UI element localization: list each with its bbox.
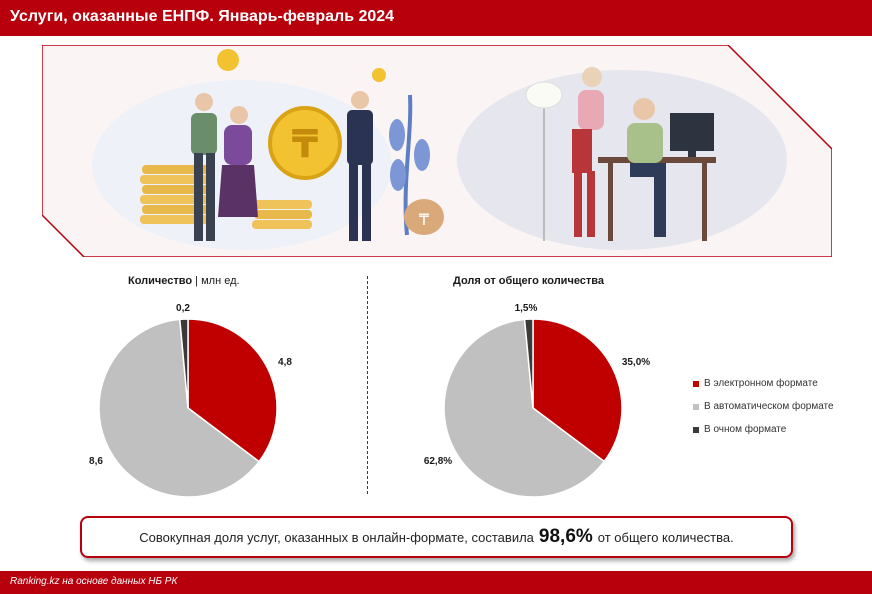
legend-label-electronic: В электронном формате xyxy=(704,378,818,389)
legend-label-automatic: В автоматическом формате xyxy=(704,401,834,412)
banner-illustration: ₸ ₸ xyxy=(42,45,832,257)
legend-item-automatic: В автоматическом формате xyxy=(693,401,834,412)
data-label-automatic: 62,8% xyxy=(424,456,452,467)
legend-item-in-person: В очном формате xyxy=(693,424,834,435)
summary-note-suffix: от общего количества. xyxy=(597,529,734,545)
svg-text:₸: ₸ xyxy=(419,210,430,229)
pie-slice-in-person xyxy=(523,318,534,409)
legend-item-electronic: В электронном формате xyxy=(693,378,834,389)
chart1-title-text: Количество xyxy=(128,275,193,287)
businessman-icon xyxy=(347,91,373,241)
elderly-couple-icon xyxy=(191,93,258,241)
legend-swatch-automatic xyxy=(693,403,699,410)
data-label-electronic: 4,8 xyxy=(278,357,292,368)
summary-note-prefix: Совокупная доля услуг, оказанных в онлай… xyxy=(139,529,534,545)
lamp-icon xyxy=(525,81,563,109)
legend-label-in-person: В очном формате xyxy=(704,424,787,435)
chart1-title-separator: | xyxy=(195,275,202,287)
small-coin-icon-2 xyxy=(372,68,386,82)
page-title: Услуги, оказанные ЕНПФ. Январь-февраль 2… xyxy=(10,8,395,25)
summary-note-value: 98,6% xyxy=(538,526,593,547)
tenge-coin-icon xyxy=(268,106,342,180)
data-label-electronic: 35,0% xyxy=(622,357,650,368)
money-bag-icon xyxy=(404,199,444,235)
pie-slice-electronic xyxy=(187,318,278,463)
chart2-title: Доля от общего количества xyxy=(453,275,605,287)
data-label-in-person: 0,2 xyxy=(176,303,190,314)
legend: В электронном формате В автоматическом ф… xyxy=(693,378,834,447)
small-coin-icon xyxy=(217,49,239,71)
source-note: Ranking.kz на основе данных НБ РК xyxy=(10,576,178,587)
pie-slice-in-person xyxy=(178,318,189,409)
chart-divider xyxy=(367,276,368,494)
data-label-automatic: 8,6 xyxy=(89,456,103,467)
data-label-in-person: 1,5% xyxy=(515,303,538,314)
legend-swatch-in-person xyxy=(693,426,699,433)
summary-note: Совокупная доля услуг, оказанных в онлай… xyxy=(80,516,793,558)
legend-swatch-electronic xyxy=(693,380,699,387)
header-bar: Услуги, оказанные ЕНПФ. Январь-февраль 2… xyxy=(0,0,872,36)
pie-slice-automatic xyxy=(98,318,261,498)
footer-bar: Ranking.kz на основе данных НБ РК xyxy=(0,571,872,594)
chart1-title: Количество | млн ед. xyxy=(128,275,240,287)
pie-slice-automatic xyxy=(443,318,606,498)
pie-chart-share: 35,0% 62,8% 1,5% xyxy=(424,303,650,498)
tenge-symbol-icon: ₸ xyxy=(292,122,318,166)
pie-slice-electronic xyxy=(532,318,623,463)
elderly-people-computer-icon xyxy=(572,67,666,237)
pie-chart-quantity: 4,8 8,6 0,2 xyxy=(89,303,292,498)
chart1-unit: млн ед. xyxy=(201,275,240,287)
